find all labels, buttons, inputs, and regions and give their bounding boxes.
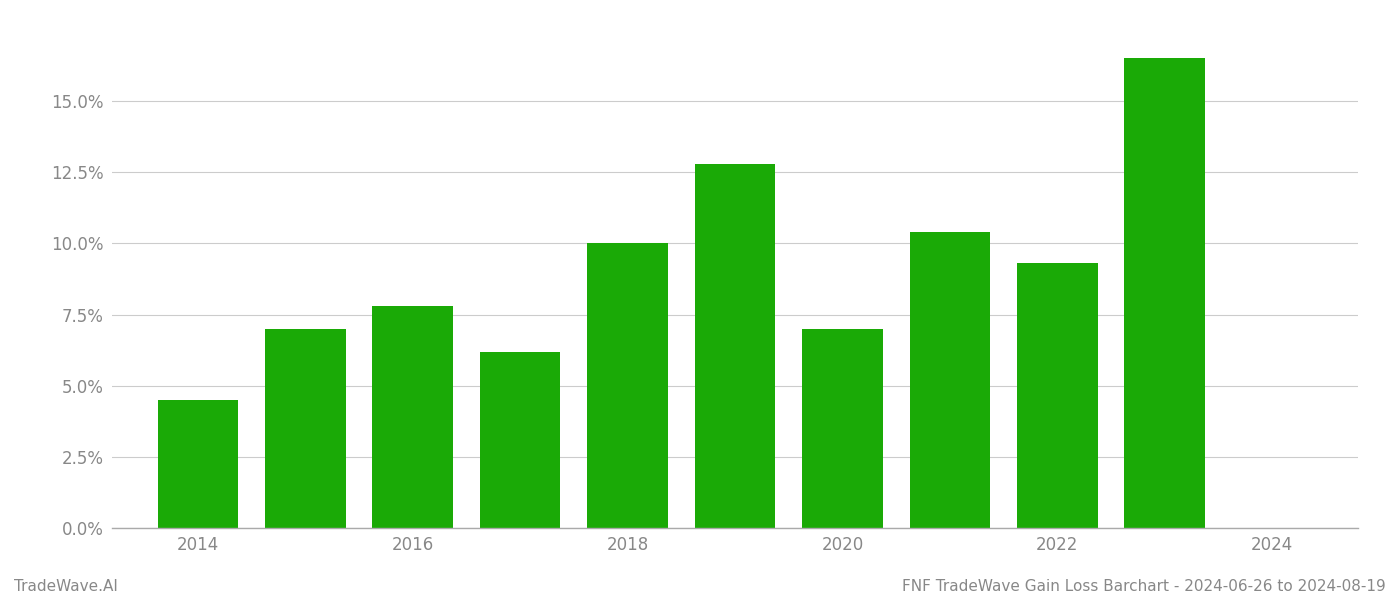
Text: TradeWave.AI: TradeWave.AI bbox=[14, 579, 118, 594]
Bar bbox=[372, 306, 454, 528]
Text: FNF TradeWave Gain Loss Barchart - 2024-06-26 to 2024-08-19: FNF TradeWave Gain Loss Barchart - 2024-… bbox=[902, 579, 1386, 594]
Bar bbox=[802, 329, 882, 528]
Bar bbox=[1016, 263, 1098, 528]
Bar bbox=[265, 329, 346, 528]
Bar bbox=[1124, 58, 1205, 528]
Bar bbox=[588, 244, 668, 528]
Bar bbox=[694, 164, 776, 528]
Bar bbox=[158, 400, 238, 528]
Bar bbox=[910, 232, 990, 528]
Bar bbox=[480, 352, 560, 528]
